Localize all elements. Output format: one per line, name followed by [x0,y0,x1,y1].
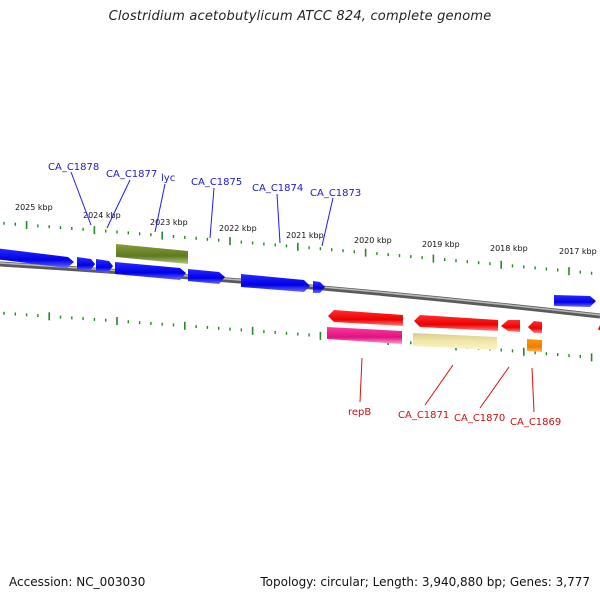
gene-arrow[interactable] [241,274,310,292]
scale-label-2024: 2024 kbp [83,211,121,220]
gene-label-CA_C1878[interactable]: CA_C1878 [48,162,99,173]
scale-label-2018: 2018 kbp [490,244,528,253]
gene-label-CA_C1871[interactable]: CA_C1871 [398,410,449,421]
scale-ticks-reverse [3,311,593,362]
gene-label-CA_C1875[interactable]: CA_C1875 [191,177,242,188]
scale-label-2020: 2020 kbp [354,236,392,245]
accession-text: Accession: NC_003030 [9,575,146,589]
scale-label-2021: 2021 kbp [286,231,324,240]
gene-arrow[interactable] [501,320,520,332]
gene-label-lyc[interactable]: lyc [161,173,175,184]
gene-arrow[interactable] [77,257,95,271]
gene-CA_C1871-bar[interactable] [413,333,497,350]
scale-label-2025: 2025 kbp [15,203,53,212]
gene-arrow[interactable] [554,295,596,307]
scale-label-2019: 2019 kbp [422,240,460,249]
gene-label-CA_C1873[interactable]: CA_C1873 [310,188,361,199]
gene-CA_C1869-bar[interactable] [527,339,542,352]
gene-label-CA_C1869[interactable]: CA_C1869 [510,417,561,428]
map-title: Clostridium acetobutylicum ATCC 824, com… [108,9,492,24]
gene-arrow[interactable] [0,248,74,268]
gene-label-CA_C1877[interactable]: CA_C1877 [106,169,157,180]
gene-arrow[interactable] [96,259,113,273]
genome-summary-text: Topology: circular; Length: 3,940,880 bp… [260,575,590,589]
scale-label-2017: 2017 kbp [559,247,597,256]
gene-repB-bar[interactable] [327,327,402,344]
gene-label-CA_C1874[interactable]: CA_C1874 [252,183,303,194]
gene-arrow[interactable] [188,269,225,284]
gene-label-repB[interactable]: repB [348,407,371,418]
scale-ticks-forward [3,221,593,276]
forward-leader-lines [70,171,334,247]
gene-arrow[interactable] [328,310,403,326]
forward-genes [0,244,596,307]
scale-label-2023: 2023 kbp [150,218,188,227]
scale-label-2022: 2022 kbp [219,224,257,233]
gene-arrow[interactable] [313,281,325,293]
gene-lyc-bar[interactable] [116,244,188,264]
gene-arrow[interactable] [414,315,498,331]
reverse-genes [327,310,600,352]
gene-label-CA_C1870[interactable]: CA_C1870 [454,413,505,424]
gene-arrow[interactable] [115,262,186,280]
gene-arrow[interactable] [528,321,542,333]
reverse-leader-lines [359,357,535,413]
